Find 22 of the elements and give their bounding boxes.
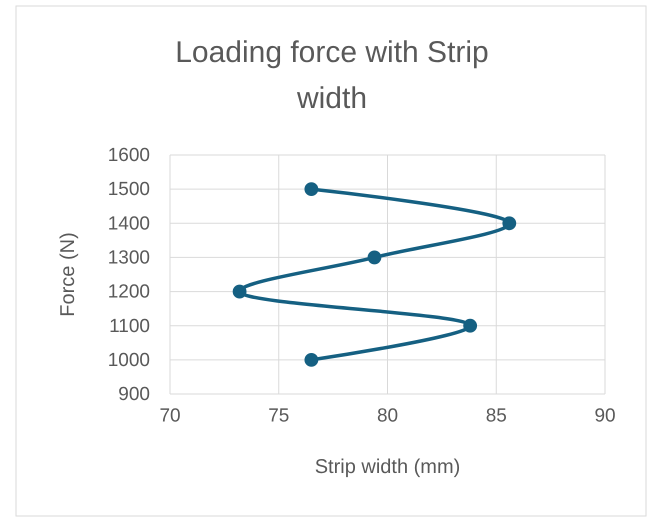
y-tick-label: 1500 — [108, 179, 150, 200]
y-tick-label: 1000 — [108, 350, 150, 371]
point — [368, 250, 382, 264]
chart-title: Loading force with Strip width — [175, 36, 489, 115]
y-tick-label: 1100 — [109, 316, 150, 337]
x-tick-label: 80 — [376, 405, 398, 426]
point — [304, 182, 318, 196]
point — [304, 352, 318, 367]
y-tick-label: 900 — [118, 384, 150, 406]
x-tick-label: 70 — [159, 405, 181, 426]
x-axis-title: Strip width (mm) — [314, 456, 460, 478]
x-tick-label: 90 — [594, 405, 616, 426]
point — [232, 284, 247, 298]
y-axis-title: Force (N) — [57, 232, 79, 317]
point — [502, 216, 516, 230]
y-tick-label: 1200 — [108, 282, 150, 303]
x-tick-label: 85 — [486, 405, 507, 426]
x-tick-label: 75 — [268, 405, 290, 426]
point — [463, 318, 478, 333]
y-tick-label: 1300 — [108, 248, 150, 269]
y-tick-label: 1400 — [108, 213, 150, 234]
y-tick-label: 1600 — [108, 145, 150, 166]
